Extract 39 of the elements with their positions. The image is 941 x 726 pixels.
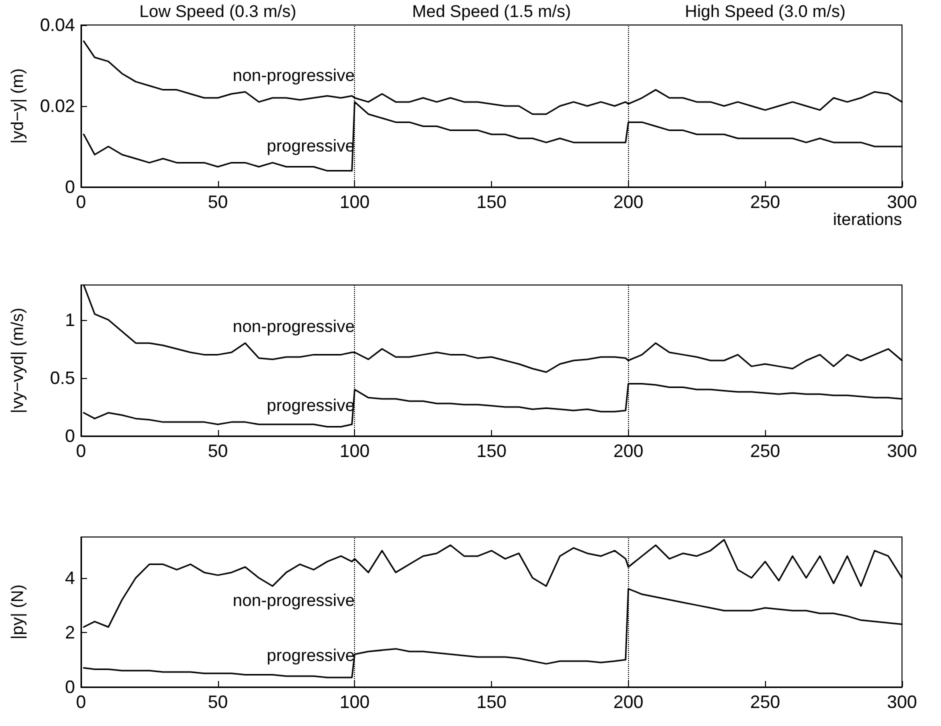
x-tick-label: 50 (208, 692, 228, 712)
x-tick-label: 250 (750, 441, 780, 461)
x-tick-label: 200 (613, 441, 644, 461)
y-tick-label: 2 (64, 622, 75, 642)
text: Med Speed (1.5 m/s) (412, 2, 571, 21)
y-tick-label: 4 (64, 568, 75, 588)
y-tick-label: 0 (64, 177, 75, 197)
y-tick-label: 0 (64, 426, 75, 446)
series-label: progressive (266, 646, 355, 665)
y-tick-label: 1 (64, 310, 75, 330)
x-tick-label: 150 (476, 692, 507, 712)
y-axis-title: |vy−vyd| (m/s) (8, 308, 27, 414)
series-label: progressive (266, 396, 355, 416)
x-tick-label: 50 (208, 192, 228, 212)
text: Low Speed (0.3 m/s) (139, 2, 296, 21)
y-tick-label: 0 (64, 677, 75, 697)
y-tick-label: 0.5 (50, 368, 75, 388)
x-tick-label: 100 (340, 692, 370, 712)
x-tick-label: 250 (750, 192, 780, 212)
y-axis-title: |py| (N) (8, 584, 27, 640)
x-tick-label: 300 (886, 192, 918, 212)
x-tick-label: 200 (613, 192, 644, 212)
series-label: non-progressive (232, 317, 355, 336)
x-tick-label: 200 (613, 692, 644, 712)
text: High Speed (3.0 m/s) (684, 2, 846, 21)
x-tick-label: 150 (476, 192, 507, 212)
y-tick-label: 0.02 (40, 96, 75, 116)
x-tick-label: 100 (340, 192, 370, 212)
series-label: non-progressive (232, 66, 355, 85)
x-tick-label: 300 (886, 441, 918, 461)
x-tick-label: 250 (750, 692, 780, 712)
x-tick-label: 100 (340, 441, 370, 461)
x-tick-label: 300 (886, 692, 918, 712)
x-tick-label: 50 (208, 441, 228, 461)
x-axis-title: iterations (833, 210, 902, 229)
y-tick-label: 0.04 (40, 15, 75, 35)
y-axis-title: |yd−y| (m) (8, 68, 27, 144)
x-tick-label: 150 (476, 441, 507, 461)
series-label: non-progressive (232, 591, 355, 610)
